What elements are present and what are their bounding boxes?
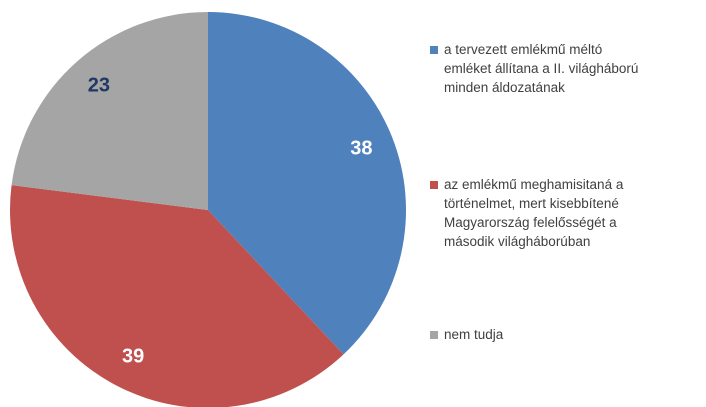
legend-swatch: [430, 46, 438, 54]
legend-item: nem tudja: [430, 325, 649, 344]
legend-label: nem tudja: [444, 327, 504, 342]
pie-slice: [10, 185, 344, 407]
data-label: 39: [122, 345, 144, 367]
legend-item: a tervezett emlékmű méltó emléket állíta…: [430, 40, 649, 97]
legend-label: a tervezett emlékmű méltó emléket állíta…: [444, 42, 639, 95]
pie-slice: [11, 12, 208, 210]
legend-swatch: [430, 331, 438, 339]
data-label: 38: [350, 138, 372, 160]
chart: 38 39 23: [10, 12, 407, 407]
legend-swatch: [430, 181, 438, 189]
pie-slice: [208, 12, 407, 355]
legend-item: az emlékmű meghamisitaná a történelmet, …: [430, 175, 649, 251]
data-label: 23: [88, 75, 110, 97]
legend-label: az emlékmű meghamisitaná a történelmet, …: [444, 177, 624, 249]
